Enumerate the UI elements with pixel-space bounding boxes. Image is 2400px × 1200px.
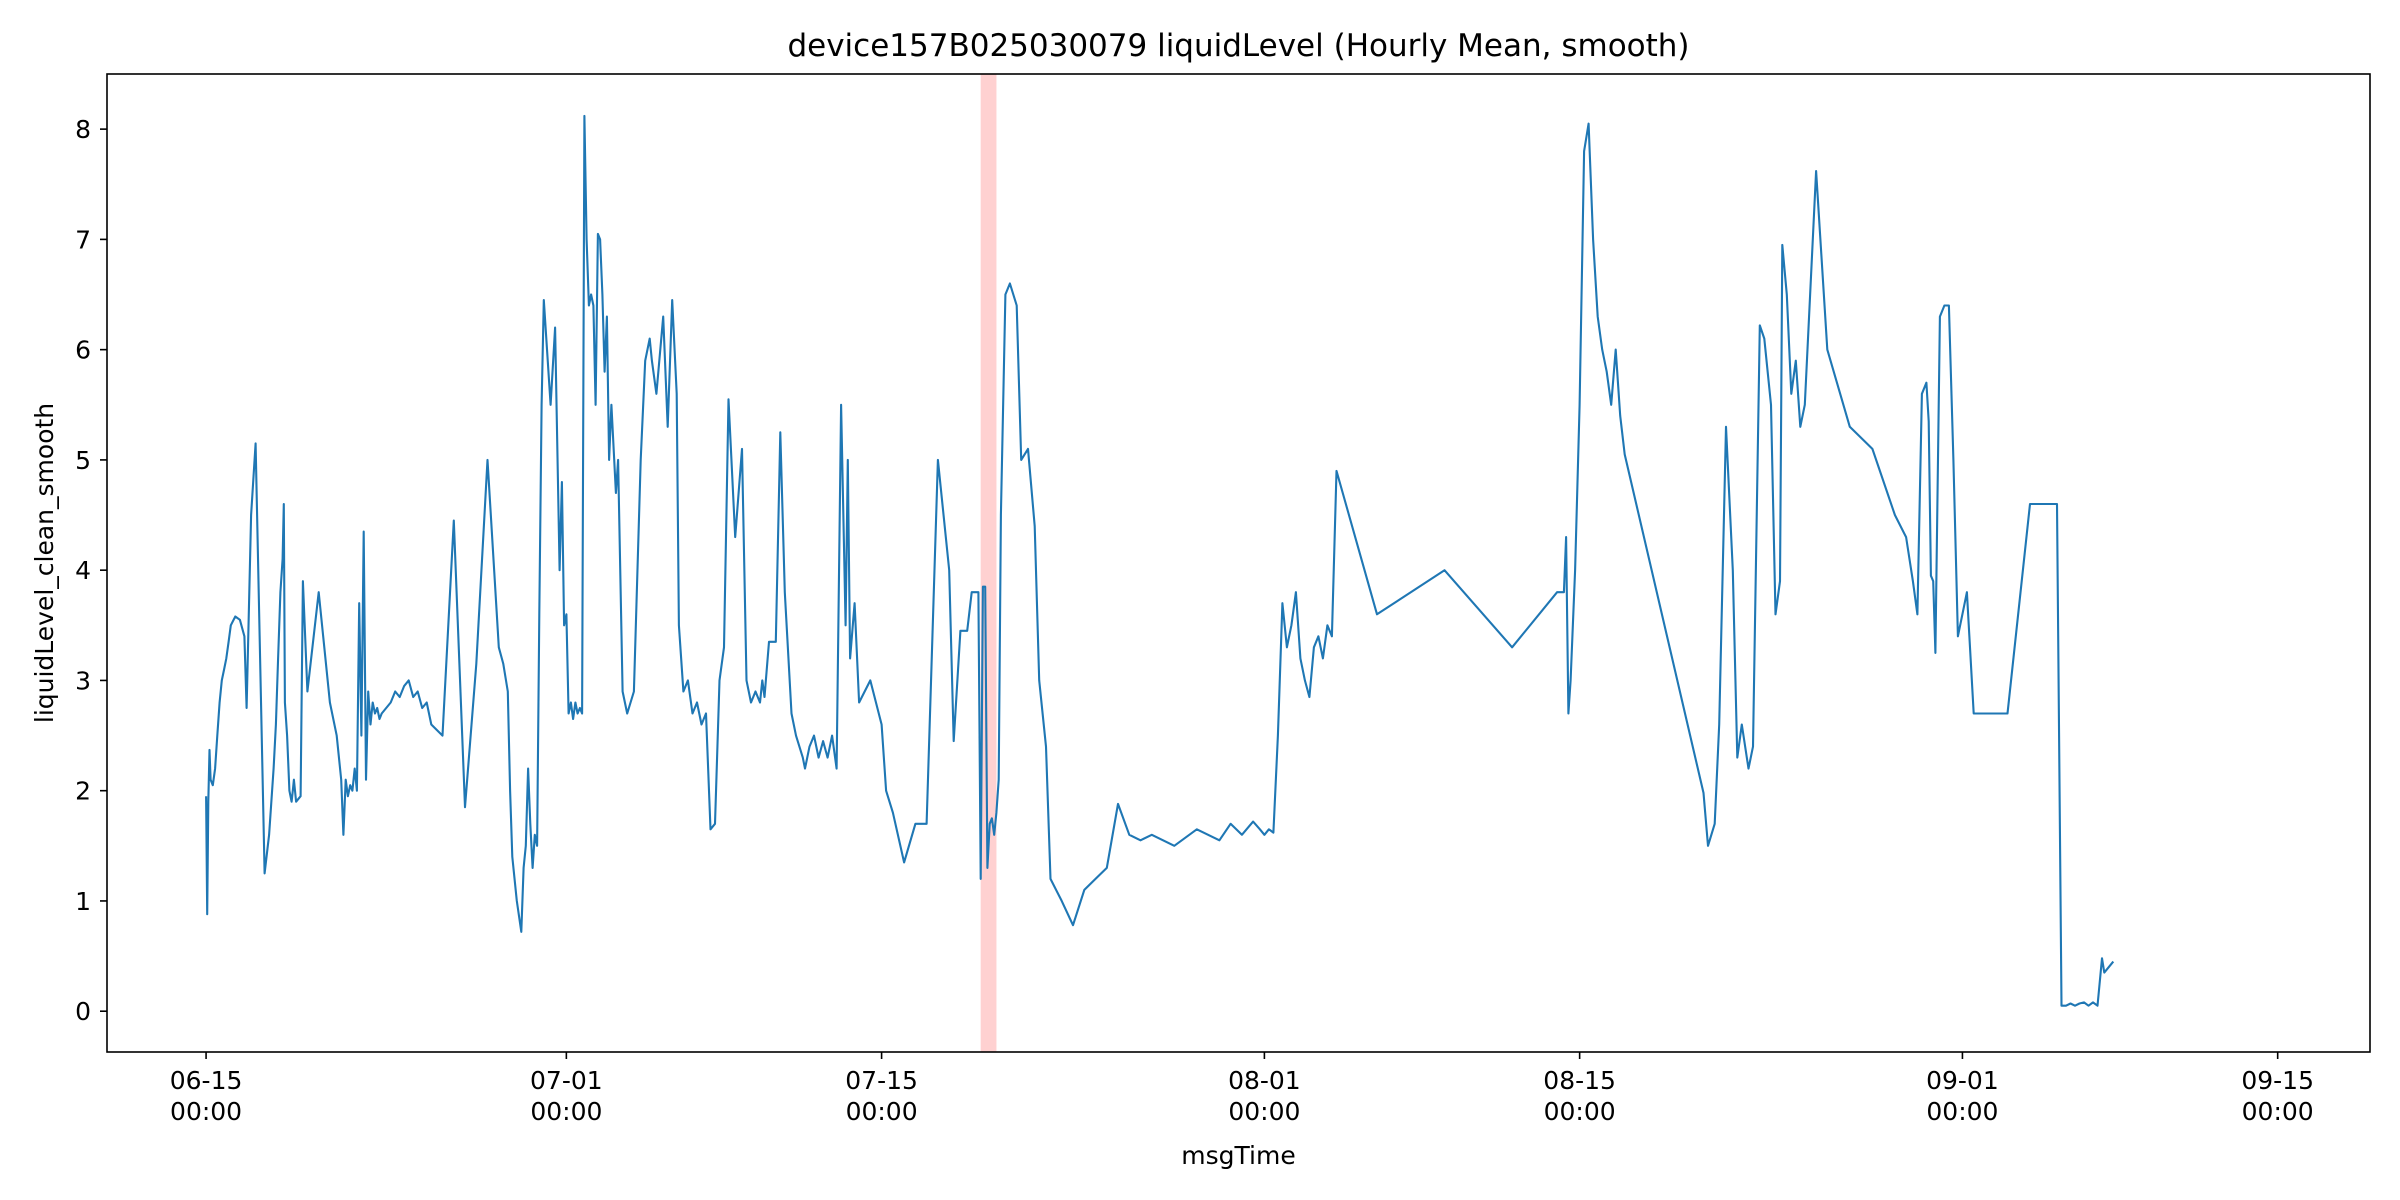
x-tick-label: 08-01 — [1228, 1066, 1301, 1095]
y-tick-label: 6 — [75, 336, 91, 365]
y-axis: 0 1 2 3 4 5 6 7 8 — [75, 115, 107, 1026]
x-tick-label: 09-15 — [2241, 1066, 2314, 1095]
x-tick-label: 09-01 — [1926, 1066, 1999, 1095]
y-axis-label: liquidLevel_clean_smooth — [30, 403, 59, 723]
y-tick-label: 0 — [75, 997, 91, 1026]
chart-title: device157B025030079 liquidLevel (Hourly … — [787, 28, 1689, 64]
x-tick-label: 07-15 — [845, 1066, 918, 1095]
x-tick-label: 00:00 — [170, 1097, 242, 1126]
x-tick-label: 07-01 — [530, 1066, 603, 1095]
x-tick-label: 00:00 — [2242, 1097, 2314, 1126]
y-tick-label: 5 — [75, 446, 91, 475]
y-tick-label: 8 — [75, 115, 91, 144]
x-axis: 06-1500:0007-0100:0007-1500:0008-0100:00… — [170, 1052, 2314, 1126]
x-tick-label: 00:00 — [1926, 1097, 1998, 1126]
y-tick-label: 4 — [75, 556, 91, 585]
x-axis-label: msgTime — [1181, 1141, 1295, 1170]
y-tick-label: 1 — [75, 887, 91, 916]
y-tick-label: 2 — [75, 777, 91, 806]
plot-frame — [106, 73, 2371, 1053]
x-tick-label: 00:00 — [530, 1097, 602, 1126]
series-layer — [205, 114, 2115, 1007]
x-tick-label: 08-15 — [1543, 1066, 1616, 1095]
x-tick-label: 00:00 — [846, 1097, 918, 1126]
x-tick-label: 06-15 — [170, 1066, 243, 1095]
x-tick-label: 00:00 — [1544, 1097, 1616, 1126]
y-tick-label: 7 — [75, 225, 91, 254]
y-tick-label: 3 — [75, 666, 91, 695]
highlight-layer — [980, 74, 997, 1052]
x-tick-label: 00:00 — [1228, 1097, 1300, 1126]
highlight-region — [980, 74, 997, 1052]
series-line — [205, 114, 2115, 1007]
